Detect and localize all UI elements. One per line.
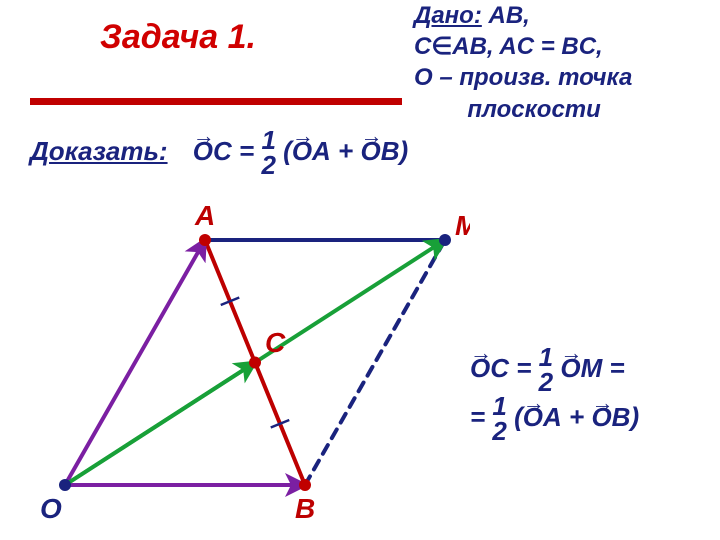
result-line-2: = 12 (→OA + →OB) bbox=[470, 394, 639, 443]
svg-text:B: B bbox=[295, 493, 315, 524]
svg-text:M: M bbox=[455, 210, 470, 241]
vec-oc-2: →OC bbox=[470, 348, 509, 390]
title-text: Задача 1. bbox=[100, 18, 256, 56]
svg-text:A: A bbox=[194, 200, 215, 231]
prove-label: Доказать: bbox=[30, 136, 168, 166]
one-half-3: 12 bbox=[492, 394, 506, 443]
vec-oa-2: →OA bbox=[523, 397, 562, 439]
given-label: Дано: bbox=[414, 2, 482, 29]
svg-text:O: O bbox=[40, 493, 62, 524]
given-line-2: C∈AB, AC = BC, bbox=[414, 31, 632, 62]
given-block: Дано: AB, C∈AB, AC = BC, O – произв. точ… bbox=[414, 0, 632, 125]
vector-diagram: O A B C M bbox=[30, 195, 470, 525]
result-block: →OC = 12 →OM = = 12 (→OA + →OB) bbox=[470, 345, 639, 444]
vec-oc: →OC bbox=[193, 136, 232, 167]
problem-title: Задача 1. bbox=[100, 18, 256, 57]
given-line-3: O – произв. точка bbox=[414, 62, 632, 93]
vec-om: →OM bbox=[560, 348, 602, 390]
one-half: 12 bbox=[261, 128, 275, 177]
separator-rule bbox=[30, 98, 402, 105]
result-line-1: →OC = 12 →OM = bbox=[470, 345, 639, 394]
vec-oa: →OA bbox=[292, 136, 331, 167]
vec-ob: →OB bbox=[360, 136, 399, 167]
given-line-1: Дано: AB, bbox=[414, 0, 632, 31]
vec-ob-2: →OB bbox=[591, 397, 630, 439]
svg-text:C: C bbox=[265, 327, 286, 358]
prove-row: Доказать: →OC = 12 (→OA + →OB) bbox=[30, 128, 408, 177]
element-of-icon: ∈ bbox=[431, 33, 452, 60]
given-line-4: плоскости bbox=[414, 94, 632, 125]
